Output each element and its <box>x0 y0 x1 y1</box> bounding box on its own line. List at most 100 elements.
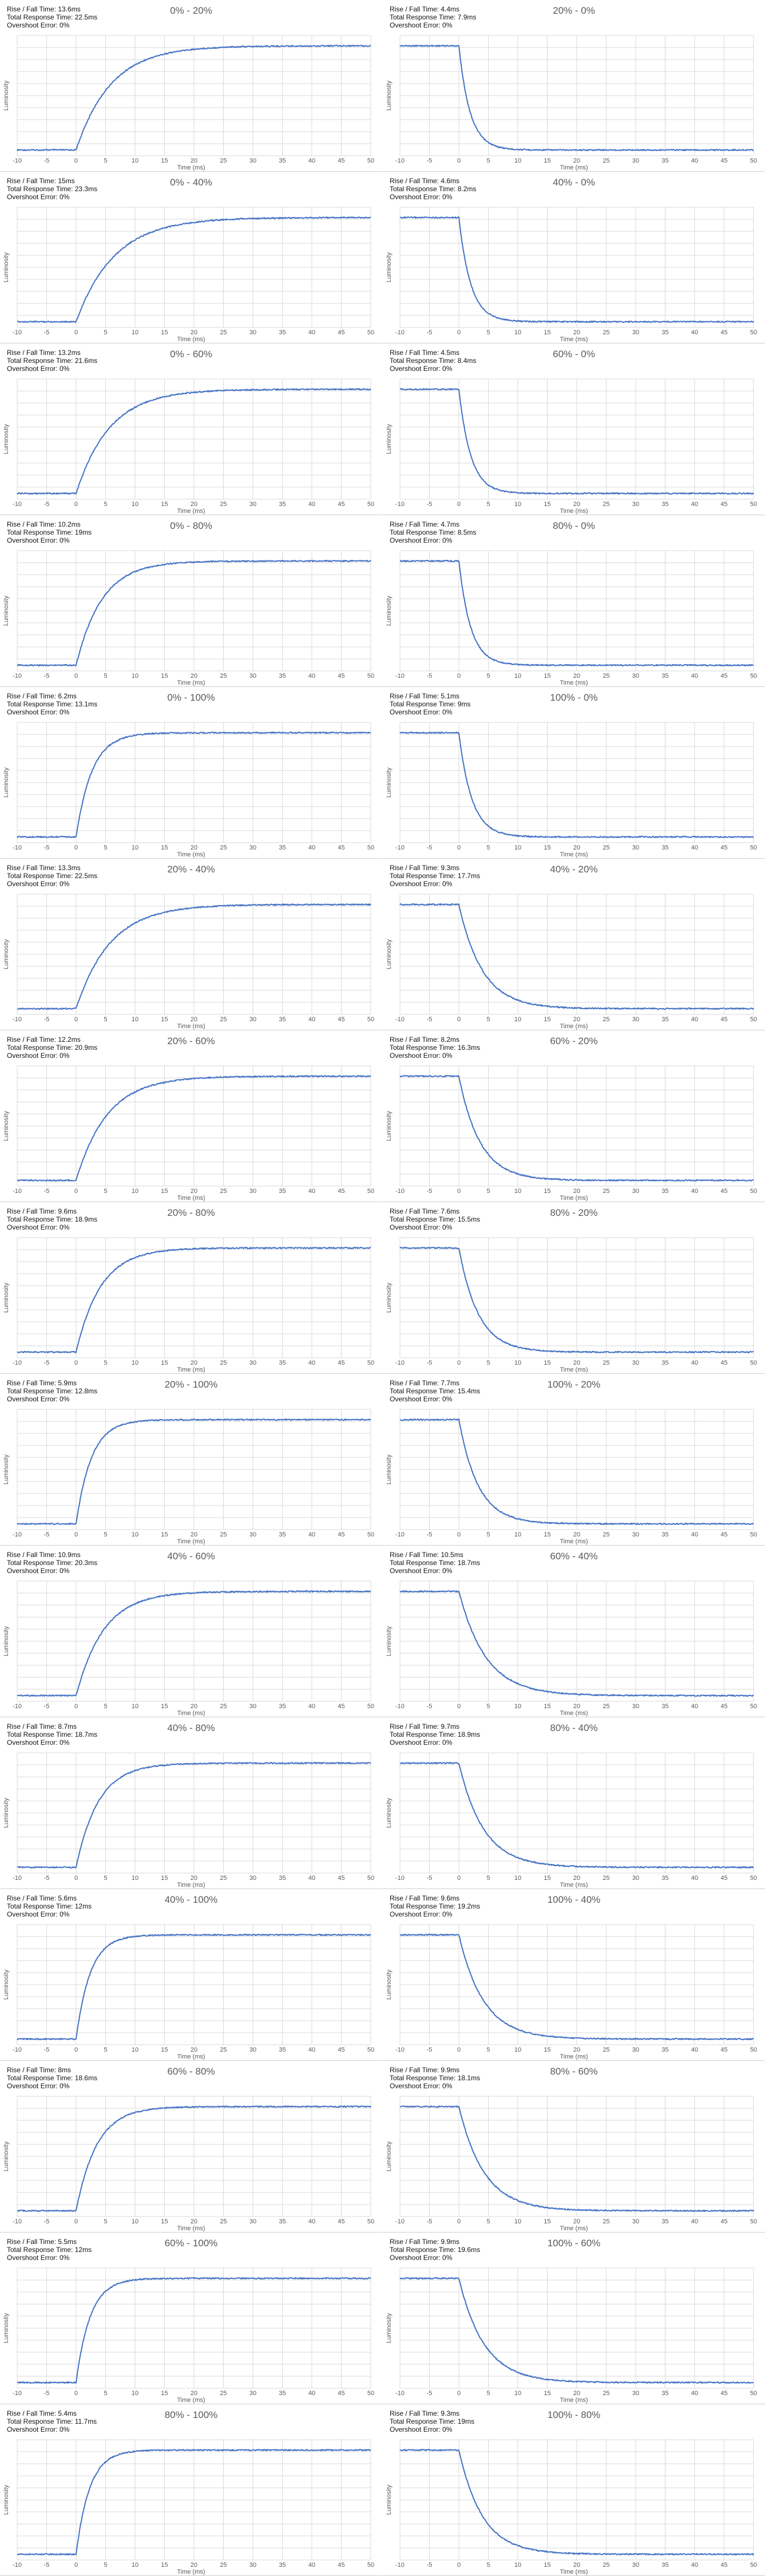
x-tick-label: 25 <box>220 329 227 336</box>
x-tick-label: 20 <box>191 329 197 336</box>
x-tick-label: 40 <box>308 1016 315 1023</box>
overshoot-error-label: Overshoot Error: 0% <box>390 1052 453 1060</box>
overshoot-error-label: Overshoot Error: 0% <box>390 708 453 716</box>
luminosity-series-line <box>399 44 754 152</box>
x-tick-label: 45 <box>720 1360 727 1366</box>
total-response-time-label: Total Response Time: 9ms <box>390 700 470 708</box>
x-axis-label: Time (ms) <box>560 2053 588 2060</box>
x-tick-label: 50 <box>750 844 757 851</box>
x-tick-label: -10 <box>395 157 405 164</box>
chart-title: 0% - 80% <box>170 520 212 531</box>
y-axis-label: Luminosity <box>386 767 393 797</box>
x-tick-label: 25 <box>220 1531 227 1538</box>
luminosity-series-line <box>17 559 371 667</box>
x-tick-label: -5 <box>427 1360 433 1366</box>
chart-title: 60% - 0% <box>553 349 595 359</box>
x-tick-label: 45 <box>720 1703 727 1710</box>
y-axis-label: Luminosity <box>386 2313 393 2343</box>
x-tick-label: 20 <box>573 2046 580 2053</box>
chart-title: 0% - 40% <box>170 177 212 188</box>
y-axis-label: Luminosity <box>3 1797 10 1828</box>
overshoot-error-label: Overshoot Error: 0% <box>7 1739 70 1747</box>
x-tick-label: 5 <box>486 1360 490 1366</box>
overshoot-error-label: Overshoot Error: 0% <box>7 880 70 888</box>
y-axis-label: Luminosity <box>3 80 10 110</box>
x-tick-label: 0 <box>74 1360 78 1366</box>
overshoot-error-label: Overshoot Error: 0% <box>7 1910 70 1918</box>
x-tick-label: -5 <box>44 2562 50 2569</box>
x-axis-label: Time (ms) <box>177 336 205 343</box>
overshoot-error-label: Overshoot Error: 0% <box>390 880 453 888</box>
x-tick-label: 25 <box>603 1188 609 1195</box>
y-axis-label: Luminosity <box>3 1969 10 2000</box>
x-tick-label: 5 <box>104 501 107 508</box>
y-axis-label: Luminosity <box>3 1282 10 1313</box>
overshoot-error-label: Overshoot Error: 0% <box>7 708 70 716</box>
x-tick-label: 35 <box>661 2218 668 2225</box>
x-tick-label: 45 <box>338 1188 344 1195</box>
x-tick-label: 45 <box>338 1531 344 1538</box>
total-response-time-label: Total Response Time: 12ms <box>7 2246 92 2254</box>
x-tick-label: -10 <box>395 2218 405 2225</box>
overshoot-error-label: Overshoot Error: 0% <box>390 1395 453 1403</box>
rise-fall-time-label: Rise / Fall Time: 5.1ms <box>390 692 459 700</box>
x-tick-label: -10 <box>13 1016 22 1023</box>
y-axis-label: Luminosity <box>386 1797 393 1828</box>
x-tick-label: 40 <box>308 2046 315 2053</box>
x-tick-label: 35 <box>279 2218 286 2225</box>
x-tick-label: 10 <box>514 1188 521 1195</box>
x-tick-label: 5 <box>104 1016 107 1023</box>
x-tick-label: -5 <box>427 2390 433 2397</box>
x-tick-label: 20 <box>191 844 197 851</box>
x-tick-label: -5 <box>44 329 50 336</box>
x-tick-label: 50 <box>750 329 757 336</box>
rise-fall-time-label: Rise / Fall Time: 9.6ms <box>390 1894 459 1902</box>
rise-fall-time-label: Rise / Fall Time: 9.9ms <box>390 2066 459 2074</box>
x-tick-label: 15 <box>544 2218 550 2225</box>
x-tick-label: -5 <box>427 1188 433 1195</box>
x-tick-label: 25 <box>603 1360 609 1366</box>
x-tick-label: 10 <box>514 329 521 336</box>
x-tick-label: 10 <box>514 2218 521 2225</box>
x-tick-label: -10 <box>395 1531 405 1538</box>
luminosity-series-line <box>399 1933 754 2041</box>
x-tick-label: 30 <box>632 2390 639 2397</box>
x-tick-label: 35 <box>661 673 668 679</box>
x-tick-label: -5 <box>427 1875 433 1882</box>
x-tick-label: 45 <box>720 1016 727 1023</box>
x-tick-label: 10 <box>514 1875 521 1882</box>
y-axis-label: Luminosity <box>386 939 393 969</box>
x-tick-label: 10 <box>132 1703 138 1710</box>
x-tick-label: 15 <box>544 2390 550 2397</box>
rise-fall-time-label: Rise / Fall Time: 9.7ms <box>390 1722 459 1730</box>
overshoot-error-label: Overshoot Error: 0% <box>390 2254 453 2262</box>
x-tick-label: 50 <box>367 2218 374 2225</box>
x-axis-label: Time (ms) <box>560 679 588 686</box>
x-tick-label: 45 <box>720 157 727 164</box>
x-tick-label: 20 <box>191 2218 197 2225</box>
x-tick-label: 35 <box>279 673 286 679</box>
luminosity-series-line <box>399 216 754 323</box>
x-tick-label: 15 <box>544 2562 550 2569</box>
x-tick-label: -5 <box>427 844 433 851</box>
x-tick-label: 0 <box>74 1703 78 1710</box>
y-axis-label: Luminosity <box>386 1111 393 1141</box>
x-tick-label: 40 <box>691 673 698 679</box>
x-tick-label: -5 <box>44 1531 50 1538</box>
x-tick-label: -10 <box>395 1360 405 1366</box>
chart-title: 100% - 80% <box>548 2409 601 2420</box>
luminosity-series-line <box>399 1074 754 1182</box>
x-tick-label: 5 <box>104 2562 107 2569</box>
total-response-time-label: Total Response Time: 22.5ms <box>7 13 97 21</box>
x-tick-label: 50 <box>367 501 374 508</box>
x-tick-label: 10 <box>132 1875 138 1882</box>
overshoot-error-label: Overshoot Error: 0% <box>7 21 70 29</box>
rise-fall-time-label: Rise / Fall Time: 7.6ms <box>390 1207 459 1215</box>
